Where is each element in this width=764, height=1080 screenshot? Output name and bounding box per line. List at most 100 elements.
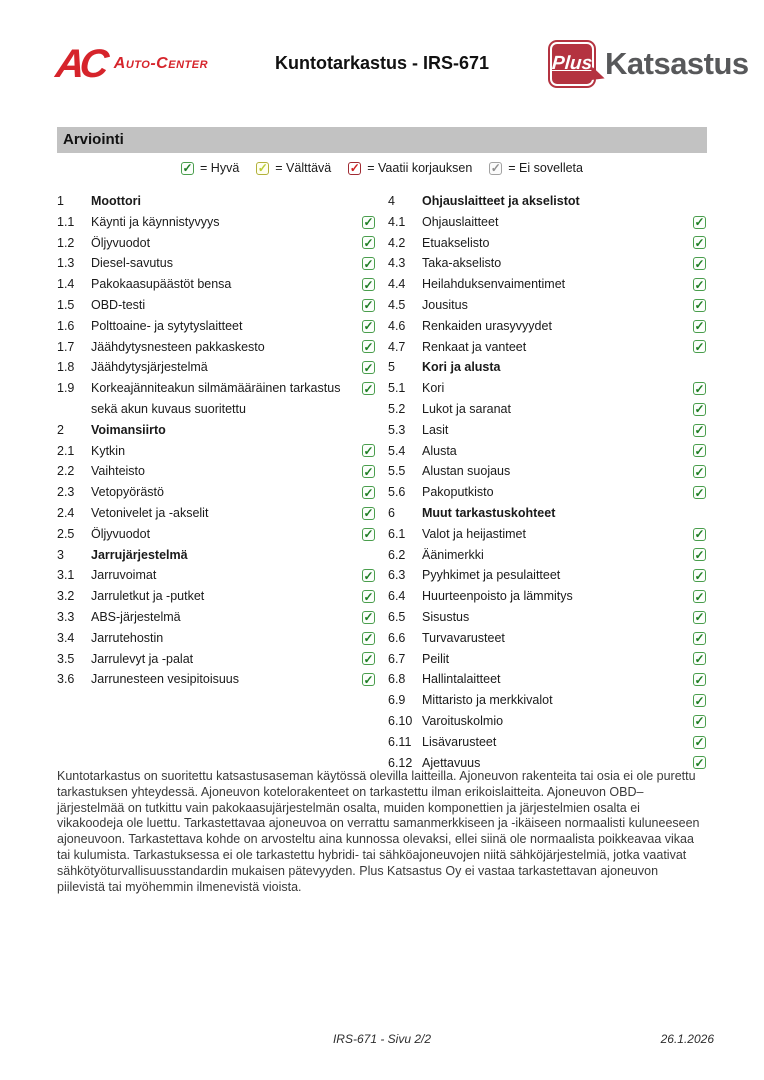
checkbox-good-icon: ✓	[693, 381, 706, 396]
checkbox-good-icon: ✓	[362, 464, 375, 479]
checklist-item-row: 3.2 Jarruletkut ja -putket ✓	[57, 586, 375, 607]
checklist-item-row: 6.1 Valot ja heijastimet ✓	[388, 524, 706, 545]
item-number: 4.4	[388, 277, 406, 292]
checklist-section-row: 4 Ohjauslaitteet ja akselistot	[388, 191, 706, 212]
item-number: 4.5	[388, 297, 406, 312]
checkbox-good-icon: ✓	[693, 298, 706, 313]
item-number: 4.7	[388, 339, 406, 354]
item-label: Heilahduksenvaimentimet	[422, 277, 566, 292]
item-number: 5.3	[388, 422, 406, 437]
checkbox-good-icon: ✓	[362, 672, 375, 687]
item-label: Äänimerkki	[422, 547, 484, 562]
checkbox-good-icon: ✓	[693, 610, 706, 625]
checklist-item-row: 1.2 Öljyvuodot ✓	[57, 233, 375, 254]
item-rating-cell: ✓	[691, 399, 706, 420]
checkbox-good-icon: ✓	[693, 485, 706, 500]
checklist-item-row: 4.4 Heilahduksenvaimentimet ✓	[388, 274, 706, 295]
item-number: 1.3	[57, 256, 75, 271]
rating-legend: ✓ = Hyvä ✓ = Välttävä ✓ = Vaatii korjauksen ✓ =…	[57, 161, 707, 175]
checkbox-good-icon: ✓	[362, 506, 375, 521]
item-number: 4	[388, 194, 395, 208]
item-rating-cell: ✓	[691, 233, 706, 254]
checkbox-good-icon: ✓	[362, 381, 375, 396]
item-label: Peilit	[422, 651, 450, 666]
checklist-item-row: 1.7 Jäähdytysnesteen pakkaskesto ✓	[57, 337, 375, 358]
checklist-item-row: 1.8 Jäähdytysjärjestelmä ✓	[57, 357, 375, 378]
plus-logo-badge: Plus	[548, 40, 607, 88]
checklist-item-row: 3.6 Jarrunesteen vesipitoisuus ✓	[57, 669, 375, 690]
item-label: Ohjauslaitteet	[422, 214, 499, 229]
checklist-item-row: 3.4 Jarrutehostin ✓	[57, 628, 375, 649]
checkbox-good-icon: ✓	[693, 319, 706, 334]
item-rating-cell: ✓	[691, 628, 706, 649]
item-label: Jousitus	[422, 297, 468, 312]
item-number: 5.4	[388, 443, 406, 458]
item-number: 3.6	[57, 672, 75, 687]
item-number: 5.6	[388, 485, 406, 500]
item-label: Renkaiden urasyvyydet	[422, 318, 552, 333]
plus-logo-text: Katsastus	[605, 46, 749, 81]
checklist-item-row: 3.5 Jarrulevyt ja -palat ✓	[57, 649, 375, 670]
checklist-item-row: 2.3 Vetopyörästö ✓	[57, 482, 375, 503]
item-rating-cell: ✓	[691, 274, 706, 295]
item-rating-cell: ✓	[691, 586, 706, 607]
item-number: 6.1	[388, 526, 406, 541]
item-label: Diesel-savutus	[91, 256, 173, 271]
checklist-item-row: 3.3 ABS-järjestelmä ✓	[57, 607, 375, 628]
item-label: Alusta	[422, 443, 457, 458]
checkbox-good-icon: ✓	[693, 527, 706, 542]
checkbox-good-icon: ✓	[362, 339, 375, 354]
item-number: 6.2	[388, 547, 406, 562]
checkbox-good-icon: ✓	[362, 610, 375, 625]
item-rating-cell: ✓	[691, 316, 706, 337]
checklist-item-row: 5.2 Lukot ja saranat ✓	[388, 399, 706, 420]
item-rating-cell: ✓	[691, 461, 706, 482]
item-label: Jäähdytysjärjestelmä	[91, 360, 208, 375]
item-rating-cell: ✓	[360, 274, 375, 295]
page-title: Kuntotarkastus - IRS-671	[274, 53, 490, 73]
legend-item-good: ✓ = Hyvä	[181, 161, 239, 175]
item-label: Vaihteisto	[91, 464, 145, 479]
checkbox-good-icon: ✓	[362, 360, 375, 375]
checkbox-good-icon: ✓	[693, 215, 706, 230]
item-rating-cell: ✓	[691, 378, 706, 399]
checkbox-good-icon: ✓	[693, 672, 706, 687]
item-number: 4.3	[388, 256, 406, 271]
checklist-item-row: 2.5 Öljyvuodot ✓	[57, 524, 375, 545]
checkbox-good-icon: ✓	[693, 693, 706, 708]
legend-label: = Ei sovelleta	[508, 161, 583, 175]
checkbox-good-icon: ✓	[693, 402, 706, 417]
item-number: 6.11	[388, 734, 412, 749]
section-label: Moottori	[91, 194, 141, 208]
item-rating-cell: ✓	[360, 461, 375, 482]
checklist-item-row: 1.3 Diesel-savutus ✓	[57, 253, 375, 274]
item-number: 4.1	[388, 214, 406, 229]
item-rating-cell: ✓	[360, 233, 375, 254]
checklist-item-row: 4.7 Renkaat ja vanteet ✓	[388, 337, 706, 358]
item-number: 6.5	[388, 609, 406, 624]
checkbox-good-icon: ✓	[693, 235, 706, 250]
item-rating-cell: ✓	[691, 482, 706, 503]
item-number: 3.5	[57, 651, 75, 666]
item-number: 6	[388, 505, 395, 520]
footer-date: 26.1.2026	[660, 1032, 714, 1046]
checklist-item-row: 4.6 Renkaiden urasyvyydet ✓	[388, 316, 706, 337]
checkbox-good-icon: ✓	[693, 547, 706, 562]
item-label: Sisustus	[422, 609, 470, 624]
item-number: 6.6	[388, 630, 406, 645]
checklist-item-row: 5.4 Alusta ✓	[388, 441, 706, 462]
item-number: 1.2	[57, 235, 75, 250]
checklist-item-row: 5.5 Alustan suojaus ✓	[388, 461, 706, 482]
checklist-item-row: 1.6 Polttoaine- ja sytytyslaitteet ✓	[57, 316, 375, 337]
checkbox-good-icon: ✓	[693, 755, 706, 770]
item-number: 1.4	[57, 277, 75, 292]
checkbox-good-icon: ✓	[362, 485, 375, 500]
checkbox-good-icon: ✓	[362, 298, 375, 313]
checklist-section-row: 2 Voimansiirto	[57, 420, 375, 441]
item-label: Käynti ja käynnistyvyys	[91, 214, 220, 229]
checklist-column-right: 4 Ohjauslaitteet ja akselistot 4.1 Ohjausla…	[388, 191, 706, 773]
item-label: Kytkin	[91, 443, 126, 458]
checkbox-good-icon: ✓	[181, 161, 195, 175]
checkbox-good-icon: ✓	[362, 631, 375, 646]
item-label: Pyyhkimet ja pesulaitteet	[422, 568, 561, 583]
